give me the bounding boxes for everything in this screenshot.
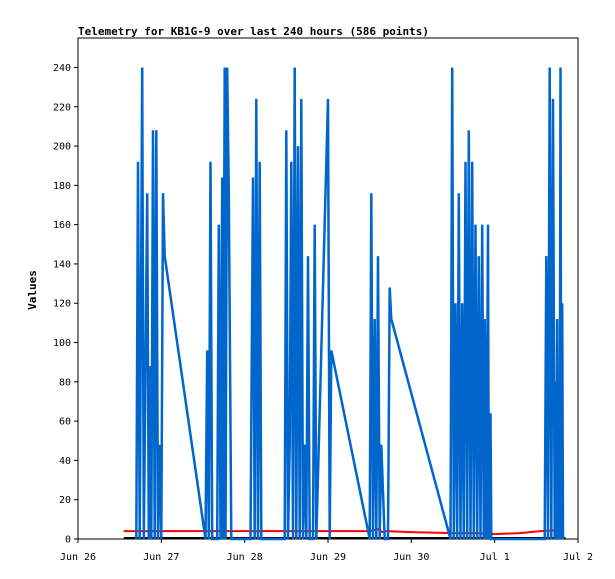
x-tick-label: Jun 29 — [310, 552, 346, 563]
y-tick-label: 40 — [59, 456, 71, 467]
y-tick-label: 220 — [53, 102, 71, 113]
y-tick-label: 0 — [65, 535, 71, 546]
y-tick-label: 200 — [53, 142, 71, 153]
y-tick-label: 240 — [53, 63, 71, 74]
x-tick-label: Jun 30 — [393, 552, 429, 563]
y-tick-label: 140 — [53, 259, 71, 270]
y-axis-ticks: 0 20 40 60 80 100 120 140 160 180 200 220 240 — [53, 63, 78, 546]
y-tick-label: 100 — [53, 338, 71, 349]
y-axis-label: Values — [26, 270, 39, 310]
x-axis-ticks: Jun 26 Jun 27 Jun 28 Jun 29 Jun 30 Jul 1 Jul 2 — [60, 539, 593, 563]
x-tick-label: Jul 2 — [563, 552, 593, 563]
y-tick-label: 180 — [53, 181, 71, 192]
y-tick-label: 120 — [53, 299, 71, 310]
y-tick-label: 80 — [59, 377, 71, 388]
x-tick-label: Jun 27 — [143, 552, 179, 563]
x-tick-label: Jul 1 — [480, 552, 510, 563]
y-tick-label: 60 — [59, 417, 71, 428]
series-line-0 — [135, 67, 565, 541]
x-tick-label: Jun 26 — [60, 552, 96, 563]
chart-title: Telemetry for KB1G-9 over last 240 hours… — [78, 25, 429, 38]
x-tick-label: Jun 28 — [227, 552, 263, 563]
y-tick-label: 20 — [59, 495, 71, 506]
y-tick-label: 160 — [53, 220, 71, 231]
series-layer — [123, 67, 566, 541]
